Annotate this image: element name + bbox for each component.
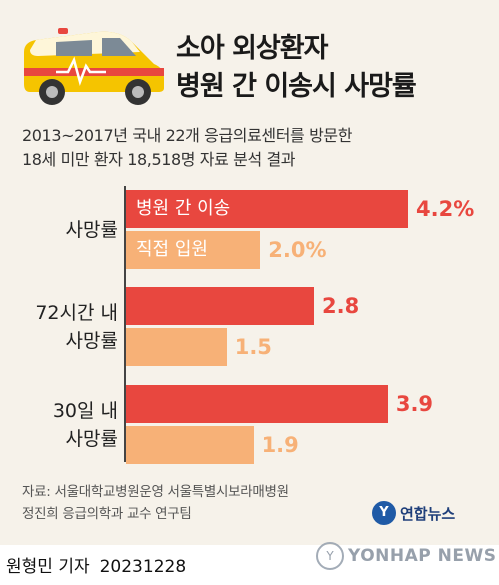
- chart-title-line-1: 소아 외상환자: [176, 33, 328, 64]
- legend-label-direct: 직접 입원: [136, 239, 208, 260]
- category-label-line: 사망률: [65, 329, 118, 352]
- chart-title-line-2: 병원 간 이송시 사망률: [176, 71, 417, 102]
- source-line-1: 자료: 서울대학교병원운영 서울특별시보라매병원: [22, 484, 289, 500]
- bar-transfer-2: [126, 385, 388, 423]
- category-label-0: 사망률: [0, 216, 118, 244]
- byline: 원형민 기자 20231228: [6, 552, 186, 577]
- subtitle-line-1: 2013~2017년 국내 22개 응급의료센터를 방문한: [22, 126, 353, 145]
- bar-direct-0: [126, 231, 261, 269]
- ambulance-icon: [24, 28, 164, 105]
- value-label-transfer-2: 3.9: [395, 392, 434, 416]
- source-line-2: 정진희 응급의학과 교수 연구팀: [22, 506, 192, 522]
- reporter-name: 원형민 기자: [6, 557, 90, 577]
- legend-label-transfer: 병원 간 이송: [136, 198, 231, 219]
- value-label-transfer-0: 4.2%: [416, 197, 475, 221]
- infographic-card: 소아 외상환자 병원 간 이송시 사망률 2013~2017년 국내 22개 응…: [0, 0, 499, 545]
- brand-mark-icon: Y: [372, 501, 396, 525]
- category-label-line: 72시간 내: [35, 301, 118, 324]
- value-label-direct-0: 2.0%: [268, 238, 327, 262]
- category-axis-line: [124, 186, 126, 462]
- brand-name: 연합뉴스: [400, 504, 456, 523]
- bar-transfer-0: [126, 190, 408, 228]
- value-label-transfer-1: 2.8: [322, 294, 360, 318]
- category-label-line: 사망률: [65, 427, 118, 450]
- bar-transfer-1: [126, 287, 314, 325]
- watermark: Y YONHAP NEWS: [316, 540, 496, 572]
- value-label-direct-2: 1.9: [261, 433, 299, 457]
- bar-direct-2: [126, 426, 254, 464]
- category-label-line: 사망률: [65, 218, 118, 241]
- watermark-text: YONHAP NEWS: [348, 546, 497, 566]
- category-label-line: 30일 내: [52, 399, 118, 422]
- watermark-mark-icon: Y: [316, 542, 344, 570]
- subtitle-line-2: 18세 미만 환자 18,518명 자료 분석 결과: [22, 150, 296, 169]
- publish-date: 20231228: [99, 557, 187, 577]
- bar-direct-1: [126, 328, 227, 366]
- brand-logo: Y 연합뉴스: [372, 500, 455, 526]
- value-label-direct-1: 1.5: [234, 335, 272, 359]
